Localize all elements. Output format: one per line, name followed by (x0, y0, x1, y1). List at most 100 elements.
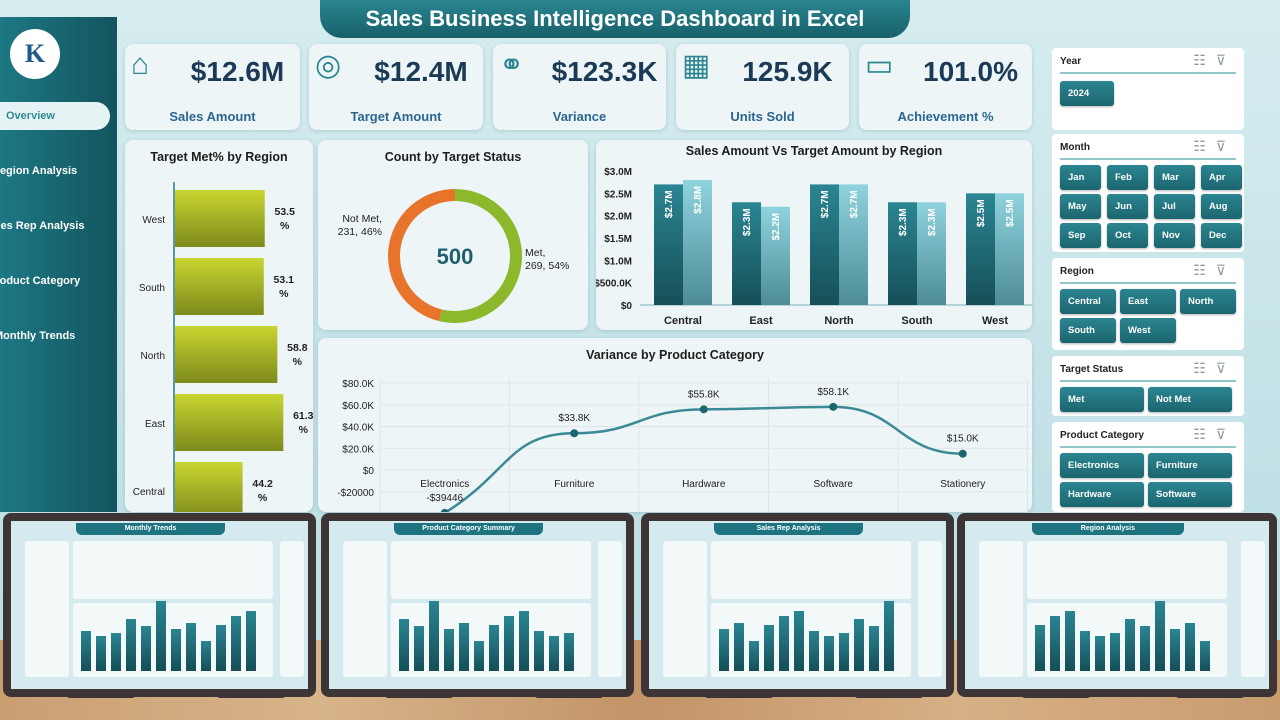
divider (1060, 282, 1236, 284)
slicer-item[interactable]: Oct (1107, 223, 1148, 248)
slicer-item[interactable]: East (1120, 289, 1176, 314)
data-label: -$39446 (426, 493, 463, 504)
bar (175, 190, 265, 247)
slicer-item[interactable]: Aug (1201, 194, 1242, 219)
mini-bar (156, 601, 166, 671)
slicer-region: Region ☷⊽ Central East North South West (1052, 258, 1244, 350)
multi-select-icon[interactable]: ☷ (1193, 360, 1216, 376)
slicer-item[interactable]: West (1120, 318, 1176, 343)
data-point (440, 508, 449, 512)
mini-bar (884, 601, 894, 671)
data-point (958, 449, 967, 458)
kpi-sales-amount: ⌂ $12.6M Sales Amount (125, 44, 300, 130)
nav-label: Sales Rep Analysis (0, 220, 85, 232)
category-label: East (145, 419, 165, 430)
boxes-icon: ▦ (682, 49, 711, 82)
mini-slicer-panel (280, 541, 304, 677)
data-point (829, 402, 838, 411)
slicer-item[interactable]: North (1180, 289, 1236, 314)
monitor-preview-region-analysis[interactable]: Region Analysis (957, 513, 1277, 697)
donut-total: 500 (437, 244, 474, 269)
nav-region-analysis[interactable]: Region Analysis (0, 157, 117, 185)
mini-bar (1200, 641, 1210, 671)
data-label: $2.3M (742, 208, 753, 236)
mini-bar (1065, 611, 1075, 671)
logo: K (10, 29, 60, 79)
nav-sales-rep-analysis[interactable]: Sales Rep Analysis (0, 212, 117, 240)
slicer-item[interactable]: Jan (1060, 165, 1101, 190)
dashboard-title: Sales Business Intelligence Dashboard in… (320, 0, 910, 38)
slicer-item[interactable]: Central (1060, 289, 1116, 314)
mini-bar (794, 611, 804, 671)
slicer-item[interactable]: South (1060, 318, 1116, 343)
nav-product-category[interactable]: Product Category (0, 267, 117, 295)
multi-select-icon[interactable]: ☷ (1193, 262, 1216, 278)
bar (175, 394, 284, 451)
clear-filter-icon[interactable]: ⊽ (1215, 138, 1236, 154)
count-by-target-status-chart: Count by Target Status 500 Met, 269, 54% No… (318, 140, 588, 330)
mini-bar (111, 633, 121, 671)
slicer-item[interactable]: Not Met (1148, 387, 1232, 412)
multi-select-icon[interactable]: ☷ (1193, 52, 1216, 68)
slicer-item[interactable]: Mar (1154, 165, 1195, 190)
mini-panel (663, 541, 707, 677)
mini-bar (854, 619, 864, 671)
bar-target (683, 179, 712, 305)
multi-select-icon[interactable]: ☷ (1193, 426, 1216, 442)
mini-bar (1155, 601, 1165, 671)
nav-monthly-trends[interactable]: Monthly Trends (0, 322, 117, 350)
slicer-item[interactable]: Hardware (1060, 482, 1144, 507)
slicer-item[interactable]: Electronics (1060, 453, 1144, 478)
bar-sales (888, 202, 917, 305)
category-label: Central (133, 487, 165, 498)
kpi-label: Sales Amount (169, 109, 256, 124)
mini-bar (81, 631, 91, 671)
mini-bar (764, 625, 774, 671)
y-tick-label: $500.0K (596, 279, 633, 290)
slicer-item[interactable]: Apr (1201, 165, 1242, 190)
bar (175, 462, 243, 512)
slicer-item[interactable]: 2024 (1060, 81, 1114, 106)
slicer-item[interactable]: May (1060, 194, 1101, 219)
slicer-item[interactable]: Dec (1201, 223, 1242, 248)
bar-sales (810, 184, 839, 305)
mini-bar (126, 619, 136, 671)
category-label: North (824, 315, 854, 327)
sales-vs-target-by-region-chart: Sales Amount Vs Target Amount by Region … (596, 140, 1032, 330)
mini-bar (809, 631, 819, 671)
mini-slicer-panel (918, 541, 942, 677)
mini-bar (549, 636, 559, 671)
clear-filter-icon[interactable]: ⊽ (1215, 360, 1236, 376)
slicer-item[interactable]: Furniture (1148, 453, 1232, 478)
data-label: $2.8M (693, 186, 704, 214)
slicer-item[interactable]: Sep (1060, 223, 1101, 248)
y-tick-label: $3.0M (604, 167, 632, 178)
nav-overview[interactable]: Overview (0, 102, 110, 130)
mini-bar (489, 625, 499, 671)
data-label: $2.7M (849, 190, 860, 218)
bar-sales (966, 193, 995, 305)
multi-select-icon[interactable]: ☷ (1193, 138, 1216, 154)
monitor-preview-sales-rep-analysis[interactable]: Sales Rep Analysis (641, 513, 954, 697)
clear-filter-icon[interactable]: ⊽ (1215, 52, 1236, 68)
clear-filter-icon[interactable]: ⊽ (1215, 426, 1236, 442)
bar-sales (732, 202, 761, 305)
target-met-by-region-chart: Target Met% by Region West 53.5% South 53.1… (125, 140, 313, 512)
slicer-item[interactable]: Jul (1154, 194, 1195, 219)
y-tick-label: $80.0K (342, 379, 374, 390)
monitor-preview-monthly-trends[interactable]: Monthly Trends (3, 513, 316, 697)
slicer-item[interactable]: Software (1148, 482, 1232, 507)
mini-bar (504, 616, 514, 671)
mini-bar (1080, 631, 1090, 671)
kpi-label: Units Sold (730, 109, 795, 124)
slicer-item[interactable]: Nov (1154, 223, 1195, 248)
donut-slice (439, 189, 522, 323)
slicer-item[interactable]: Jun (1107, 194, 1148, 219)
slicer-item[interactable]: Feb (1107, 165, 1148, 190)
mini-bar (519, 611, 529, 671)
slice-label: Not Met, 231, 46% (338, 213, 382, 238)
clear-filter-icon[interactable]: ⊽ (1215, 262, 1236, 278)
monitor-preview-product-category-summary[interactable]: Product Category Summary (321, 513, 634, 697)
y-tick-label: $60.0K (342, 401, 374, 412)
slicer-item[interactable]: Met (1060, 387, 1144, 412)
